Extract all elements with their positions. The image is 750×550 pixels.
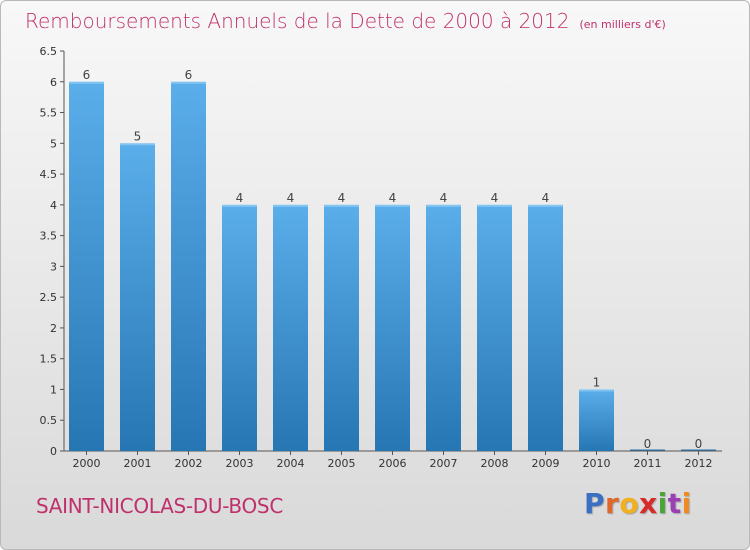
y-tick-label: 3 <box>50 260 57 273</box>
x-tick-label: 2003 <box>226 457 254 470</box>
y-tick-label: 0 <box>50 445 57 458</box>
bar-2005 <box>324 204 359 451</box>
value-label: 4 <box>287 191 295 205</box>
bar-2006 <box>375 204 410 451</box>
value-label: 1 <box>593 375 601 389</box>
bar-highlight <box>579 389 614 392</box>
bar-highlight <box>375 204 410 207</box>
x-tick-label: 2002 <box>175 457 203 470</box>
bar-highlight <box>171 81 206 84</box>
commune-name: SAINT-NICOLAS-DU-BOSC <box>36 494 283 518</box>
value-label: 4 <box>491 191 499 205</box>
y-tick-label: 5 <box>50 137 57 150</box>
value-label: 6 <box>185 68 193 82</box>
chart-bars: 6 5 6 4 4 4 4 4 4 4 1 0 0 <box>69 68 716 452</box>
logo-letter: t <box>667 487 682 520</box>
y-tick-label: 4.5 <box>40 168 58 181</box>
value-label: 4 <box>236 191 244 205</box>
y-tick-label: 6.5 <box>40 45 58 58</box>
chart-title-text: Remboursements Annuels de la Dette de 20… <box>25 9 570 33</box>
logo-letter: i <box>657 487 668 520</box>
y-tick-label: 3.5 <box>40 230 58 243</box>
logo-letter: o <box>619 487 640 520</box>
value-label: 0 <box>695 437 703 451</box>
value-label: 4 <box>542 191 550 205</box>
x-tick-label: 2008 <box>481 457 509 470</box>
x-tick-label: 2010 <box>583 457 611 470</box>
x-tick-label: 2001 <box>124 457 152 470</box>
bar-highlight <box>324 204 359 207</box>
proxiti-logo: Proxiti <box>584 487 692 520</box>
logo-letter: x <box>639 487 658 520</box>
x-tick-label: 2007 <box>430 457 458 470</box>
x-tick-label: 2005 <box>328 457 356 470</box>
value-label: 5 <box>134 129 142 143</box>
bar-highlight <box>477 204 512 207</box>
y-tick-label: 2.5 <box>40 291 58 304</box>
bar-2010 <box>579 389 614 451</box>
y-tick-label: 0.5 <box>40 414 58 427</box>
bar-2008 <box>477 204 512 451</box>
bar-2004 <box>273 204 308 451</box>
bar-highlight <box>273 204 308 207</box>
y-tick-label: 5.5 <box>40 107 58 120</box>
bar-highlight <box>222 204 257 207</box>
y-tick-label: 1.5 <box>40 353 58 366</box>
x-tick-label: 2000 <box>73 457 101 470</box>
bar-2000 <box>69 81 104 452</box>
x-tick-label: 2004 <box>277 457 305 470</box>
y-tick-label: 1 <box>50 383 57 396</box>
logo-letter: P <box>584 487 606 520</box>
chart-unit: (en milliers d'€) <box>579 18 666 31</box>
chart-title: Remboursements Annuels de la Dette de 20… <box>25 9 666 33</box>
bar-2007 <box>426 204 461 451</box>
chart-axes: 0 0.5 1 1.5 2 2.5 3 3.5 4 4.5 5 5.5 6 6.5 2000 2001 2002… <box>40 45 722 470</box>
value-label: 6 <box>83 68 91 82</box>
x-tick-label: 2012 <box>685 457 713 470</box>
x-tick-label: 2011 <box>634 457 662 470</box>
y-tick-label: 6 <box>50 76 57 89</box>
x-tick-label: 2009 <box>532 457 560 470</box>
bar-2001 <box>120 143 155 452</box>
y-tick-label: 2 <box>50 322 57 335</box>
bar-highlight <box>528 204 563 207</box>
bar-2002 <box>171 81 206 452</box>
bar-2003 <box>222 204 257 451</box>
value-label: 4 <box>338 191 346 205</box>
bar-highlight <box>426 204 461 207</box>
x-tick-label: 2006 <box>379 457 407 470</box>
value-label: 0 <box>644 437 652 451</box>
value-label: 4 <box>389 191 397 205</box>
logo-letter: r <box>605 487 620 520</box>
bar-highlight <box>69 81 104 84</box>
bar-highlight <box>120 143 155 146</box>
value-label: 4 <box>440 191 448 205</box>
logo-letter: i <box>681 487 692 520</box>
bar-2009 <box>528 204 563 451</box>
y-tick-label: 4 <box>50 199 57 212</box>
